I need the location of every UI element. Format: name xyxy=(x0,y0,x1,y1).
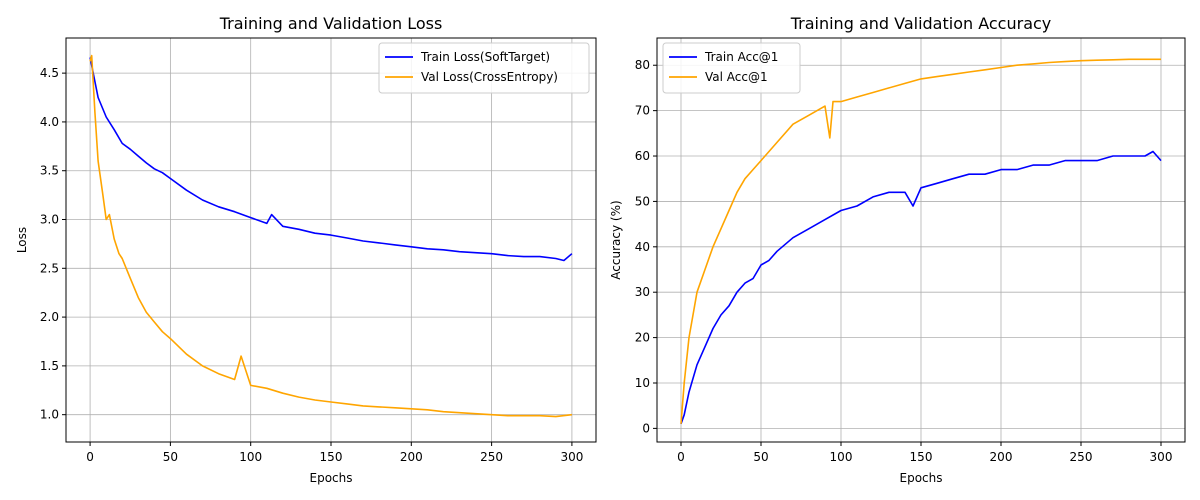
series-line-2 xyxy=(680,58,1161,424)
y-tick-label: 0 xyxy=(642,421,650,435)
y-axis-label: Accuracy (%) xyxy=(609,200,623,279)
y-tick-label: 3.5 xyxy=(40,164,59,178)
x-tick-label: 50 xyxy=(163,450,178,464)
y-tick-label: 50 xyxy=(635,194,650,208)
x-tick-label: 200 xyxy=(400,450,423,464)
legend: Train Acc@1 Val Acc@1 xyxy=(662,42,801,94)
chart-title: Training and Validation Loss xyxy=(219,14,443,33)
series-line-2 xyxy=(89,54,572,418)
x-tick-label: 150 xyxy=(320,450,343,464)
y-tick-label: 70 xyxy=(635,104,650,118)
x-tick-label: 50 xyxy=(753,450,768,464)
y-axis-label: Loss xyxy=(15,227,29,253)
y-tick-label: 2.0 xyxy=(40,310,59,324)
x-tick-label: 300 xyxy=(560,450,583,464)
legend-label-2: Val Loss(CrossEntropy) xyxy=(421,70,558,84)
legend-box xyxy=(662,42,801,94)
y-tick-label: 2.5 xyxy=(40,261,59,275)
y-tick-label: 1.0 xyxy=(40,408,59,422)
legend-label-2: Val Acc@1 xyxy=(705,70,768,84)
legend-box xyxy=(378,42,590,94)
y-tick-label: 20 xyxy=(635,331,650,345)
x-tick-label: 250 xyxy=(1070,450,1093,464)
y-tick-label: 60 xyxy=(635,149,650,163)
series-line-1 xyxy=(680,150,1162,425)
legend-label-1: Train Loss(SoftTarget) xyxy=(420,50,550,64)
legend: Train Loss(SoftTarget) Val Loss(CrossEntr… xyxy=(378,42,590,94)
x-tick-label: 150 xyxy=(910,450,933,464)
series-line-1 xyxy=(89,57,573,262)
x-tick-label: 0 xyxy=(677,450,685,464)
y-tick-label: 30 xyxy=(635,285,650,299)
x-tick-label: 100 xyxy=(239,450,262,464)
chart-1: 0 50 100 150 200 250 300 1.0 1.5 2.0 2.5 3.0 3.5 4.0 4… xyxy=(15,14,597,485)
y-tick-label: 3.0 xyxy=(40,213,59,227)
x-tick-label: 300 xyxy=(1150,450,1173,464)
x-tick-label: 0 xyxy=(86,450,94,464)
legend-label-1: Train Acc@1 xyxy=(704,50,778,64)
x-tick-label: 200 xyxy=(990,450,1013,464)
x-axis-label: Epochs xyxy=(900,471,943,485)
y-tick-label: 80 xyxy=(635,58,650,72)
y-tick-label: 40 xyxy=(635,240,650,254)
y-tick-label: 1.5 xyxy=(40,359,59,373)
y-tick-label: 4.5 xyxy=(40,66,59,80)
x-axis-label: Epochs xyxy=(310,471,353,485)
y-tick-label: 4.0 xyxy=(40,115,59,129)
x-tick-label: 250 xyxy=(480,450,503,464)
chart-title: Training and Validation Accuracy xyxy=(790,14,1052,33)
y-tick-label: 10 xyxy=(635,376,650,390)
chart-2: 0 50 100 150 200 250 300 0 10 20 30 40 50 60 70 80 Train… xyxy=(609,14,1186,485)
x-tick-label: 100 xyxy=(830,450,853,464)
